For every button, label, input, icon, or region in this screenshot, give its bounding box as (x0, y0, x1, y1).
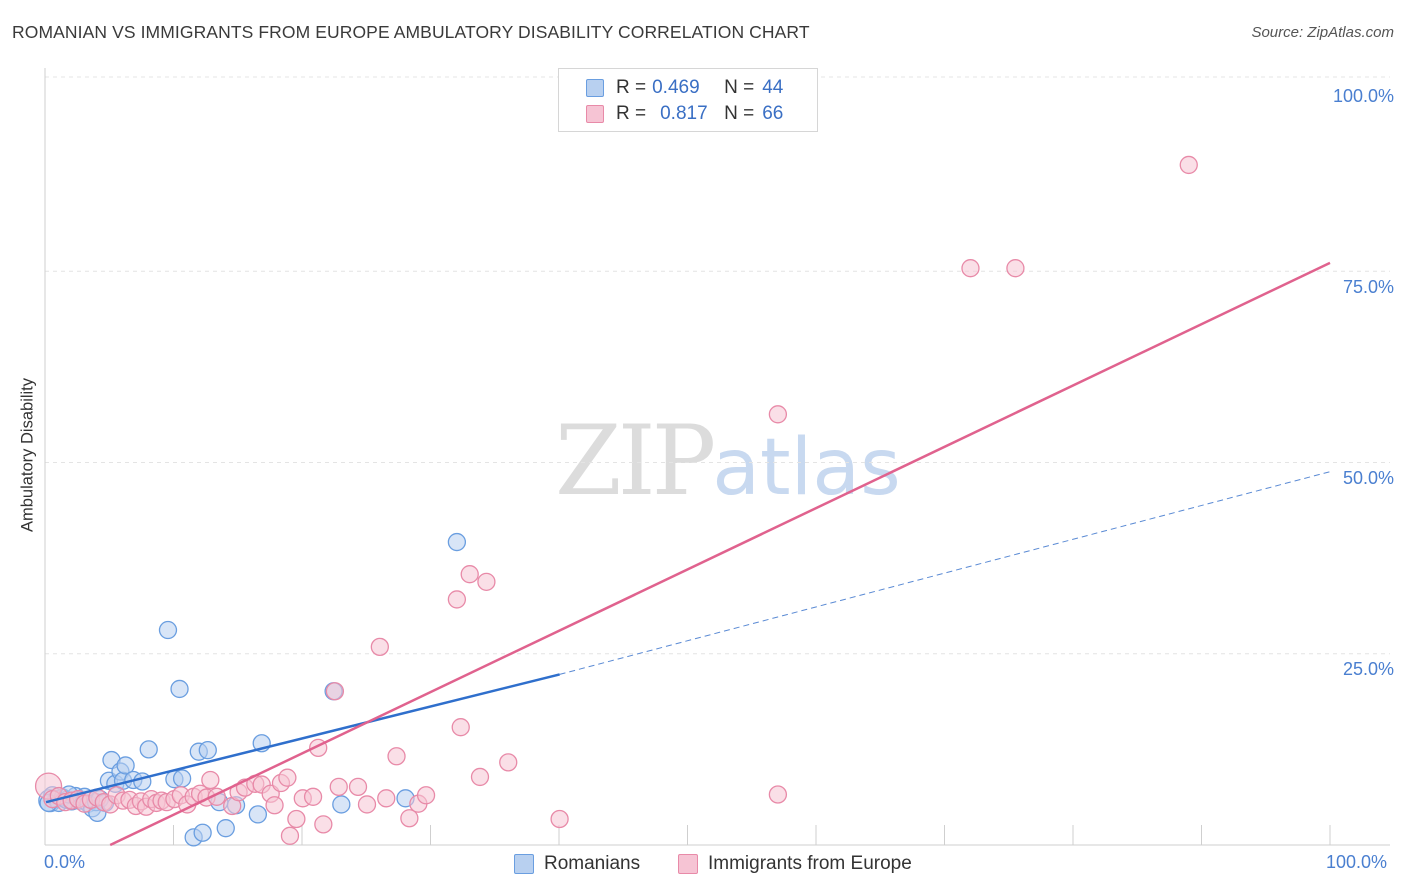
immigrants-point (278, 768, 297, 787)
immigrants-point (1006, 259, 1025, 278)
x-tick-label-100: 100.0% (1326, 852, 1388, 872)
legend-r-label: R = (616, 77, 647, 98)
romanians-point (172, 769, 192, 788)
romanians-point (198, 740, 217, 760)
immigrants-point (447, 590, 467, 609)
bottom-legend-immigrants: Immigrants from Europe (678, 853, 912, 875)
y-tick-label-50: 50.0% (1342, 468, 1394, 488)
chart-title: ROMANIAN VS IMMIGRANTS FROM EUROPE AMBUL… (12, 22, 810, 42)
immigrants-point (329, 777, 348, 797)
x-tick-label-0: 0.0% (44, 852, 86, 872)
immigrants-point (348, 777, 368, 797)
immigrants-point (201, 770, 220, 790)
immigrants-point (768, 785, 788, 804)
immigrants-point (451, 718, 470, 737)
romanians-point (193, 823, 212, 842)
legend-r-value: 0.469 (652, 77, 700, 98)
y-tick-label-100: 100.0% (1332, 86, 1394, 106)
y-tick-label-25: 25.0% (1342, 659, 1394, 679)
immigrants-point (314, 815, 333, 834)
legend-r-label: R = (616, 103, 647, 124)
immigrants-point (460, 565, 479, 584)
romanians-point (158, 620, 178, 640)
bottom-legend-label-romanians: Romanians (544, 853, 641, 874)
immigrants-trendline (109, 261, 1331, 847)
romanians-trendline-extension (559, 471, 1331, 675)
legend-n-label: N = (724, 77, 755, 98)
immigrants-point (387, 747, 406, 766)
immigrants-point (416, 786, 436, 805)
immigrants-point (961, 259, 980, 278)
legend-swatch-romanians (586, 79, 604, 97)
legend-swatch-immigrants (586, 105, 604, 123)
romanians-point (447, 532, 467, 552)
romanians-point (248, 805, 268, 824)
immigrants-point (280, 826, 300, 845)
romanians-point (139, 740, 158, 759)
romanians-point (332, 795, 351, 814)
romanians-point (116, 756, 135, 775)
immigrants-point (303, 787, 323, 806)
watermark-atlas: atlas (712, 423, 901, 513)
immigrants-point (470, 767, 490, 787)
bottom-legend-romanians: Romanians (514, 853, 640, 875)
immigrants-point (550, 809, 569, 829)
immigrants-point (265, 796, 284, 815)
immigrants-point (477, 572, 496, 591)
immigrants-point (400, 809, 419, 828)
immigrants-point (499, 753, 518, 772)
bottom-legend-label-immigrants: Immigrants from Europe (708, 853, 912, 874)
legend-n-value: 44 (762, 77, 784, 98)
chart-source: Source: ZipAtlas.com (1251, 24, 1394, 41)
immigrants-point (768, 405, 788, 424)
romanians-point (216, 819, 235, 838)
bottom-legend-swatch-romanians (514, 854, 534, 874)
correlation-legend: R = 0.469 N = 44 R = 0.817 N = 66 (558, 68, 818, 132)
immigrants-point (377, 789, 396, 808)
legend-n-value: 66 (762, 103, 784, 124)
legend-n-label: N = (724, 103, 755, 124)
immigrants-point (1179, 155, 1198, 175)
romanians-trendline (45, 673, 560, 804)
watermark-zip: ZIP (555, 405, 716, 517)
legend-row-romanians: R = 0.469 N = 44 (586, 77, 783, 99)
y-tick-label-75: 75.0% (1342, 277, 1394, 297)
watermark: ZIPatlas (555, 405, 901, 517)
immigrants-point (287, 809, 306, 829)
romanians-point (170, 679, 189, 699)
immigrants-point (370, 637, 389, 657)
legend-row-immigrants: R = 0.817 N = 66 (586, 103, 783, 125)
immigrants-point (357, 795, 377, 814)
legend-r-value: 0.817 (660, 103, 708, 124)
immigrants-point (325, 682, 345, 701)
bottom-legend-swatch-immigrants (678, 854, 698, 874)
